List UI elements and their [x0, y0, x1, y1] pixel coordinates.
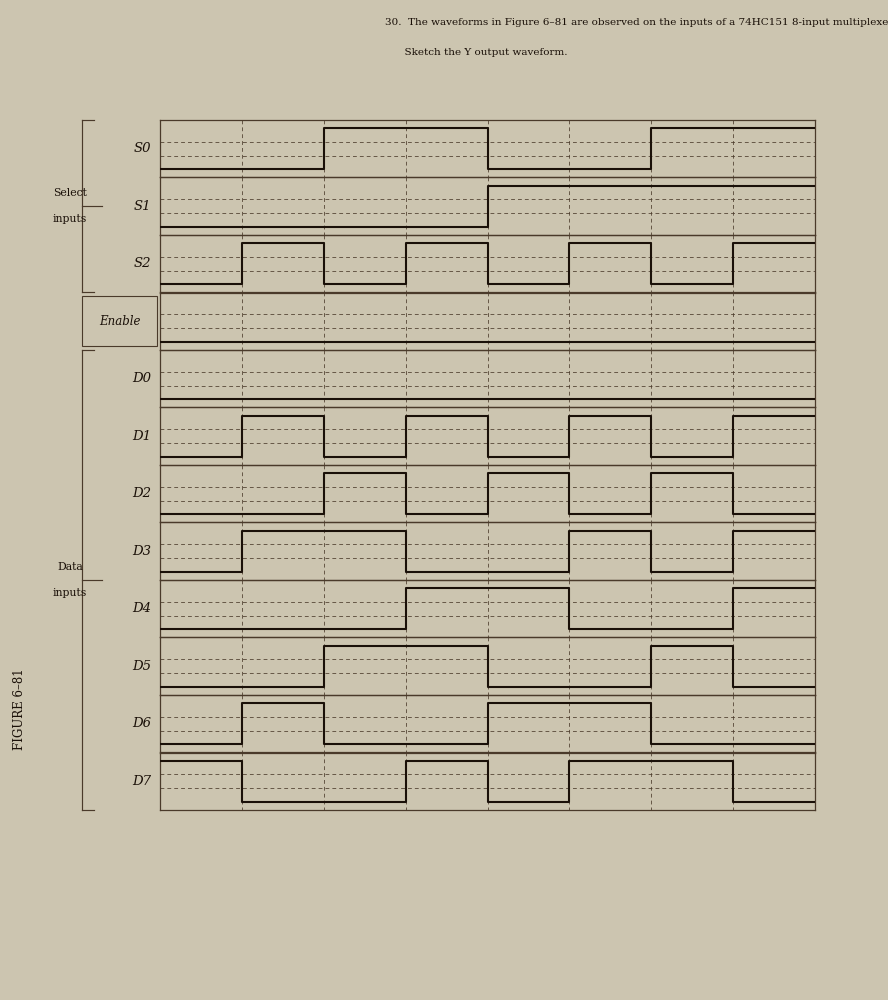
Text: 30.  The waveforms in Figure 6–81 are observed on the inputs of a 74HC151 8-inpu: 30. The waveforms in Figure 6–81 are obs…	[385, 18, 888, 27]
Text: D7: D7	[132, 775, 151, 788]
Text: Data: Data	[57, 562, 83, 572]
Text: Enable: Enable	[99, 315, 140, 328]
Text: Select: Select	[53, 188, 87, 198]
Text: D1: D1	[132, 430, 151, 443]
Text: Sketch the Y output waveform.: Sketch the Y output waveform.	[385, 48, 567, 57]
Text: inputs: inputs	[53, 588, 87, 598]
Text: FIGURE 6–81: FIGURE 6–81	[13, 668, 27, 750]
Text: S2: S2	[133, 257, 151, 270]
Text: D6: D6	[132, 717, 151, 730]
Text: D3: D3	[132, 545, 151, 558]
Text: S1: S1	[133, 200, 151, 213]
Bar	[82, 296, 157, 346]
Text: D5: D5	[132, 660, 151, 673]
Text: D0: D0	[132, 372, 151, 385]
Text: D2: D2	[132, 487, 151, 500]
Text: D4: D4	[132, 602, 151, 615]
Text: inputs: inputs	[53, 214, 87, 224]
Text: S0: S0	[133, 142, 151, 155]
